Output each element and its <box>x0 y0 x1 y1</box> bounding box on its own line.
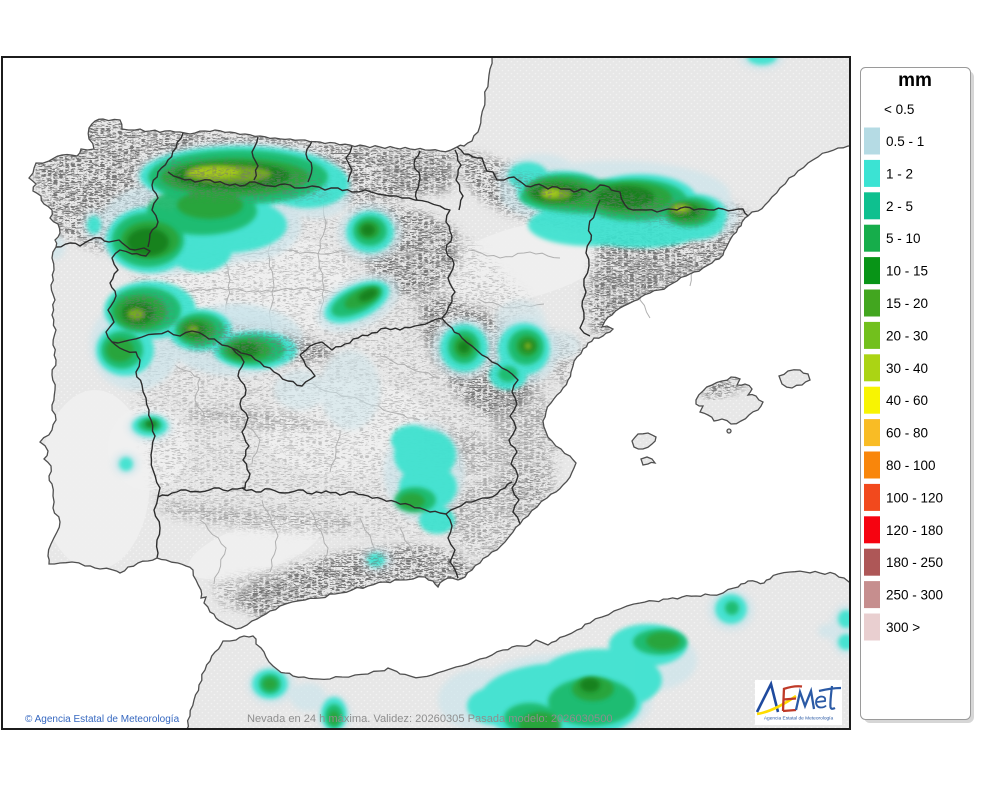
svg-text:1 - 2: 1 - 2 <box>886 166 913 181</box>
svg-text:30 - 40: 30 - 40 <box>886 361 928 376</box>
svg-text:15 - 20: 15 - 20 <box>886 296 928 311</box>
svg-text:250 - 300: 250 - 300 <box>886 588 943 603</box>
svg-text:Agencia Estatal de Meteorologí: Agencia Estatal de Meteorología <box>764 716 834 722</box>
svg-text:100 - 120: 100 - 120 <box>886 490 943 505</box>
svg-text:2 - 5: 2 - 5 <box>886 199 913 214</box>
svg-text:120 - 180: 120 - 180 <box>886 523 943 538</box>
svg-text:0.5 - 1: 0.5 - 1 <box>886 134 924 149</box>
svg-text:5 - 10: 5 - 10 <box>886 231 921 246</box>
svg-text:40 - 60: 40 - 60 <box>886 393 928 408</box>
svg-text:180 - 250: 180 - 250 <box>886 555 943 570</box>
svg-text:300 >: 300 > <box>886 620 920 635</box>
svg-text:60 - 80: 60 - 80 <box>886 426 928 441</box>
svg-text:mm: mm <box>898 70 932 91</box>
svg-text:Nevada en 24 h máxima. Validez: Nevada en 24 h máxima. Validez: 20260305… <box>247 713 613 725</box>
svg-text:© Agencia Estatal de Meteorolo: © Agencia Estatal de Meteorología <box>25 714 180 725</box>
svg-text:20 - 30: 20 - 30 <box>886 328 928 343</box>
svg-text:< 0.5: < 0.5 <box>884 102 914 117</box>
svg-text:10 - 15: 10 - 15 <box>886 264 928 279</box>
svg-text:80 - 100: 80 - 100 <box>886 458 936 473</box>
